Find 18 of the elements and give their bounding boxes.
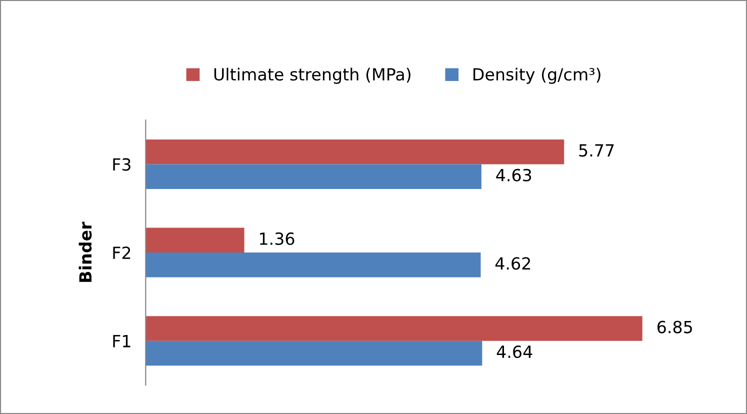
bar [146,164,482,189]
data-label: 6.85 [657,320,692,334]
y-axis-title: Binder [78,222,92,282]
data-label: 4.64 [496,345,532,358]
data-label: 1.36 [260,232,294,246]
y-tick-label: F1 [113,335,130,348]
legend-label: Density (g/cm³) [473,68,600,84]
bar [146,139,564,164]
data-label: 4.63 [496,168,532,182]
bar [146,252,481,278]
bar [146,340,482,366]
y-tick-label: F3 [113,158,130,171]
data-label: 4.62 [495,257,530,270]
data-label: 5.77 [579,144,614,157]
bar [146,228,244,253]
y-tick-label: F2 [113,246,130,259]
legend-label: Ultimate strength (MPa) [214,68,410,84]
bar [146,316,642,341]
